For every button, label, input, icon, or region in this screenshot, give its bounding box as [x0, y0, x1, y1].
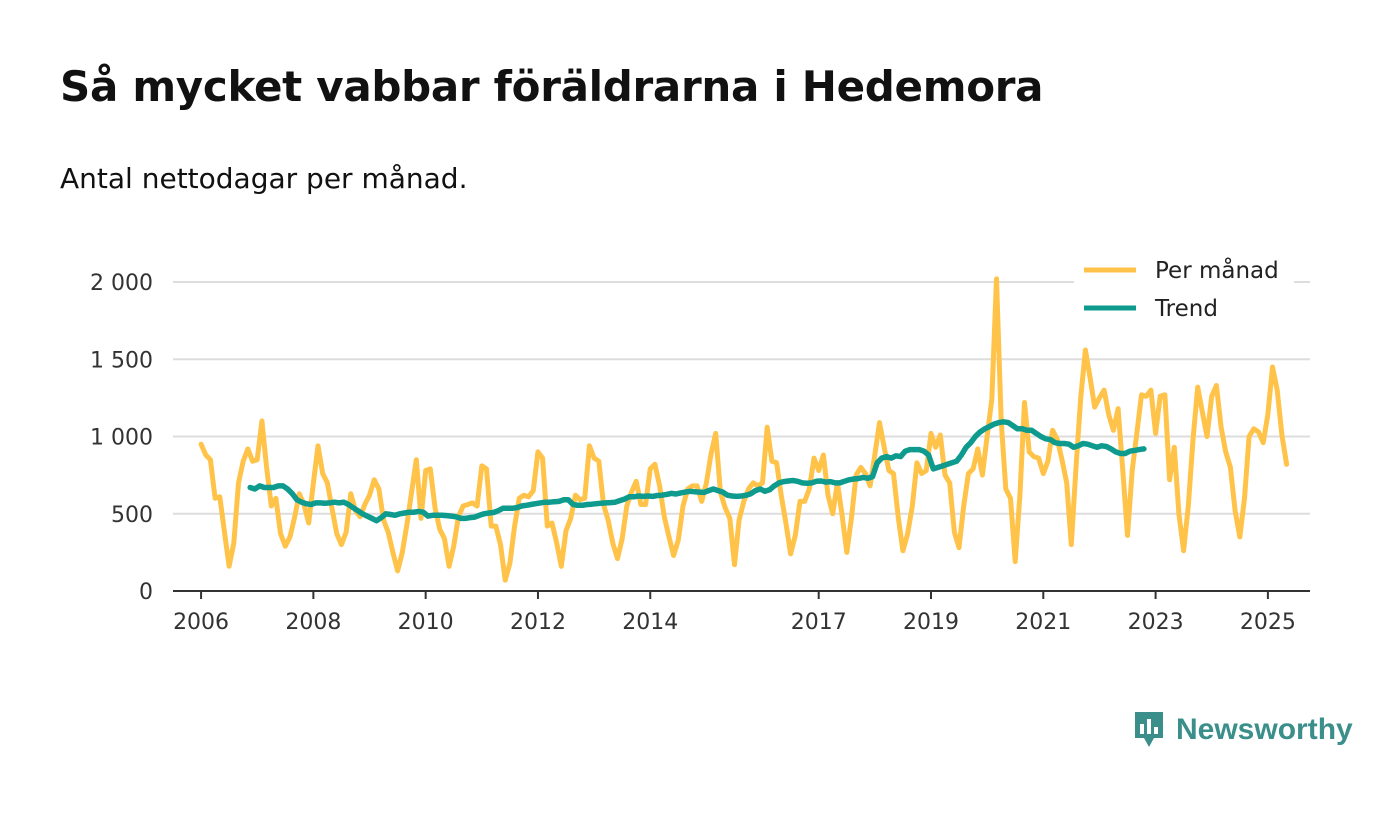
legend-label-per-month: Per månad: [1155, 256, 1279, 284]
x-axis-ticks: 2006 2008 2010 2012 2014 2017 2019 2021 2023 2025: [173, 591, 1296, 635]
x-tick-label: 2012: [510, 610, 566, 635]
x-tick-label: 2006: [173, 610, 229, 635]
legend-label-trend: Trend: [1154, 296, 1218, 322]
x-tick-label: 2019: [903, 610, 959, 635]
x-tick-label: 2014: [622, 610, 678, 635]
y-tick-label: 1 000: [90, 426, 153, 451]
y-tick-label: 0: [139, 580, 153, 605]
y-tick-label: 500: [111, 503, 153, 528]
x-tick-label: 2010: [398, 610, 454, 635]
chart-title: Så mycket vabbar föräldrarna i Hedemora: [60, 62, 1044, 111]
x-tick-label: 2023: [1128, 610, 1184, 635]
chart-subtitle: Antal nettodagar per månad.: [60, 162, 468, 195]
x-tick-label: 2017: [791, 610, 847, 635]
newsworthy-logo-icon: [1135, 712, 1163, 747]
series-line-trend: [247, 419, 1147, 524]
series-line-per-month: [198, 276, 1290, 583]
y-axis-ticks: 0 500 1 000 1 500 2 000: [90, 271, 153, 605]
chart-series: [198, 276, 1290, 583]
legend-background: [1074, 252, 1294, 332]
legend: Per månad Trend: [1074, 252, 1294, 332]
x-tick-label: 2021: [1015, 610, 1071, 635]
brand-name: Newsworthy: [1176, 713, 1353, 746]
y-tick-label: 1 500: [90, 348, 153, 373]
x-tick-label: 2025: [1240, 610, 1296, 635]
y-tick-label: 2 000: [90, 271, 153, 296]
brand-logo: Newsworthy: [1132, 710, 1353, 750]
x-tick-label: 2008: [285, 610, 341, 635]
